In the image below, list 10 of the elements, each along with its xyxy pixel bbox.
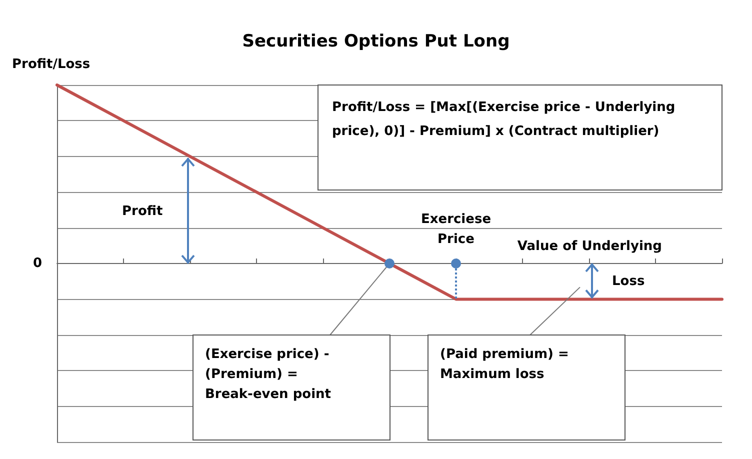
text: (Exercise price) - (Premium) = Break-even point xyxy=(205,346,332,404)
x-axis-title: Value of Underlying xyxy=(517,239,662,254)
annotation: Exerciese Price xyxy=(420,211,492,249)
y-axis-title: Profit/Loss xyxy=(12,57,90,72)
annotation: Profit xyxy=(122,203,163,221)
annotation: Loss xyxy=(612,273,645,291)
text: 0 xyxy=(32,254,42,272)
text: (Paid premium) = Maximum loss xyxy=(440,346,569,384)
annotation: Profit/Loss = [Max[(Exercise price - Underlying price), 0)] - Premium] x (Contract multiplier) xyxy=(332,99,676,141)
chart-title: Securities Options Put Long xyxy=(242,32,510,52)
